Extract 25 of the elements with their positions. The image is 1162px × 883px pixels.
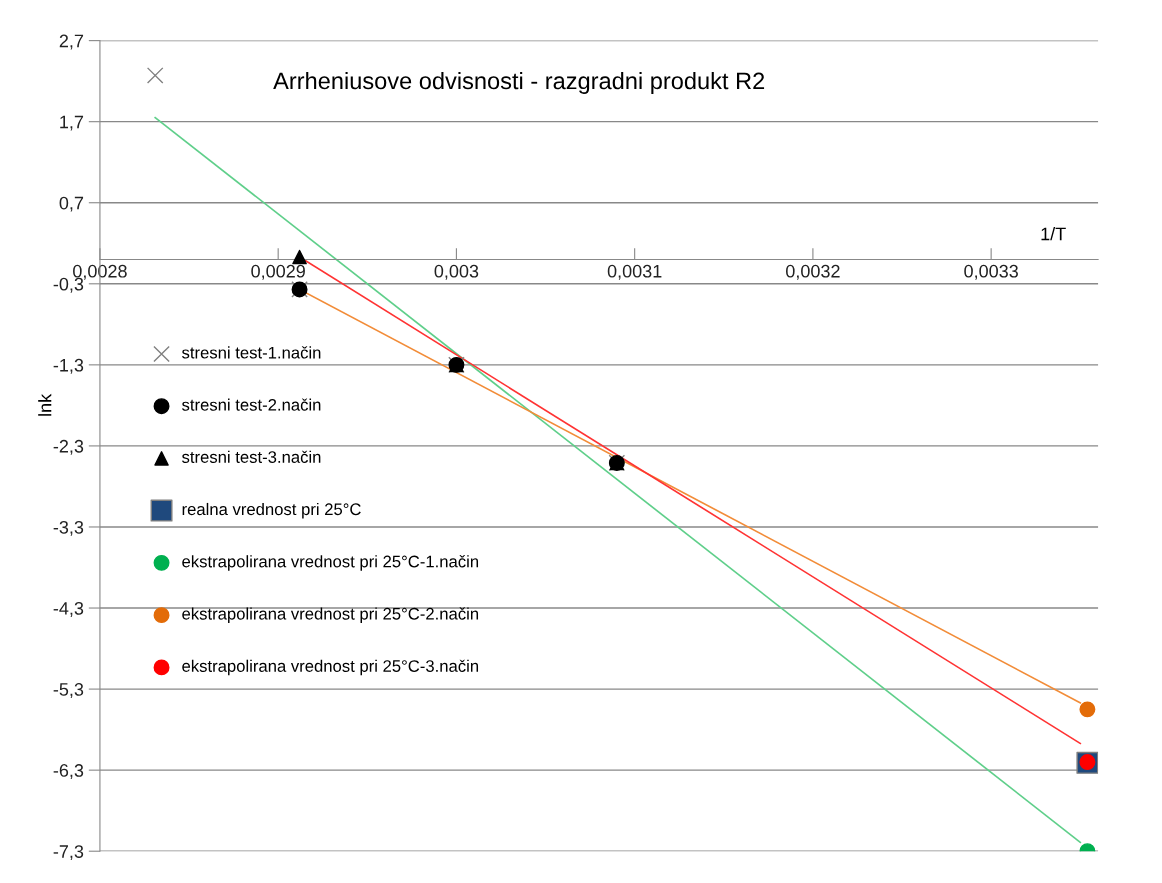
legend-label: realna vrednost pri 25°C [182, 502, 361, 519]
y-tick-label: -7,3 [53, 845, 84, 861]
x-tick-label: 0,0032 [786, 264, 840, 280]
legend-label: ekstrapolirana vrednost pri 25°C-3.način [182, 659, 479, 676]
legend-label: stresni test-1.način [182, 346, 321, 359]
x-axis-title: 1/T [1041, 227, 1066, 241]
y-axis-title: lnk [38, 393, 52, 416]
y-tick-label: -1,3 [53, 358, 84, 374]
x-tick-label: 0,0031 [607, 264, 662, 280]
y-tick-label: -4,3 [53, 601, 84, 617]
text: Arrheniusove odvisnosti - razgradni produkt R2 [273, 71, 765, 94]
y-tick-label: 0,7 [59, 196, 84, 212]
x-tick-label: 0,0029 [251, 264, 305, 280]
x-tick-label: 0,003 [434, 264, 479, 280]
legend-label: stresni test-3.način [182, 450, 321, 463]
y-tick-label: -2,3 [53, 439, 84, 455]
y-tick-label: 1,7 [60, 115, 84, 131]
legend-label: ekstrapolirana vrednost pri 25°C-1.način [182, 555, 479, 571]
y-tick-label: 2,7 [59, 34, 84, 50]
x-tick-label: 0,0033 [964, 264, 1018, 280]
y-tick-label: -3,3 [53, 520, 84, 536]
y-tick-label: -6,3 [53, 764, 84, 780]
legend-label: stresni test-2.način [182, 398, 321, 411]
legend-label: ekstrapolirana vrednost pri 25°C-2.način [182, 607, 479, 623]
y-tick-label: -5,3 [53, 683, 84, 698]
